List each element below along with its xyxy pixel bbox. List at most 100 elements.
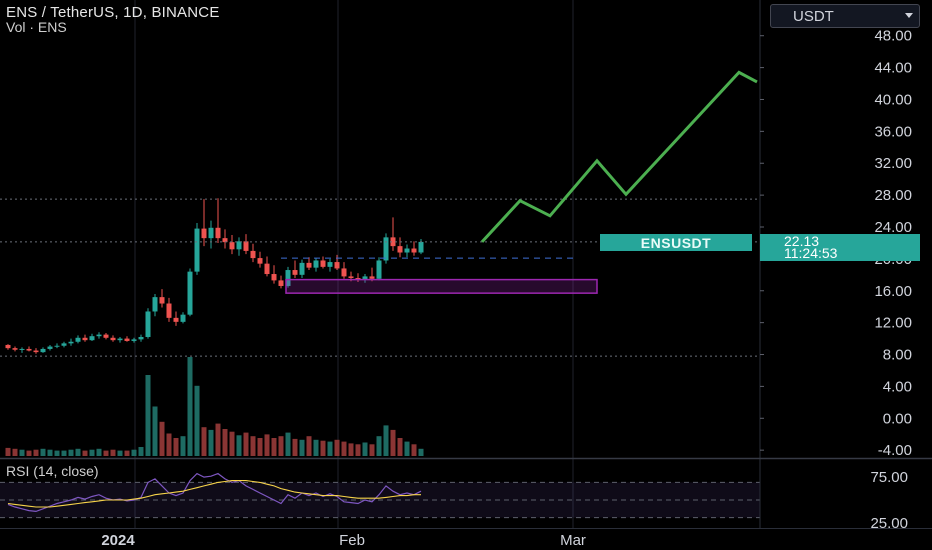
candle-body bbox=[397, 246, 403, 253]
price-tick-label: 36.00 bbox=[874, 123, 912, 140]
candle-body bbox=[299, 262, 305, 275]
time-tick-label: Mar bbox=[560, 532, 586, 549]
candle-body bbox=[159, 297, 165, 304]
candle-body bbox=[201, 228, 207, 239]
time-tick-label: Feb bbox=[339, 532, 365, 549]
candle-body bbox=[82, 337, 88, 341]
time-tick-label: 2024 bbox=[101, 532, 135, 549]
candle-body bbox=[180, 314, 186, 322]
drawings[interactable] bbox=[0, 70, 760, 357]
candle-body bbox=[145, 311, 151, 337]
volume-bar bbox=[201, 427, 207, 456]
chevron-down-icon bbox=[905, 13, 913, 18]
volume-bar bbox=[362, 442, 368, 456]
volume-bar bbox=[390, 429, 396, 456]
volume-bar bbox=[131, 449, 137, 456]
volume-bar bbox=[110, 449, 116, 456]
candle-body bbox=[390, 237, 396, 247]
chart-title: ENS / TetherUS, 1D, BINANCE bbox=[6, 4, 220, 21]
price-tick-label: 40.00 bbox=[874, 91, 912, 108]
volume-bar bbox=[5, 447, 11, 456]
candle-body bbox=[292, 270, 298, 275]
candle-body bbox=[257, 258, 263, 264]
candle-body bbox=[194, 228, 200, 272]
volume-bar bbox=[68, 449, 74, 456]
candle-body bbox=[61, 343, 67, 346]
candle-body bbox=[19, 348, 25, 350]
candle-body bbox=[369, 276, 375, 279]
volume-bar bbox=[313, 439, 319, 456]
candle-body bbox=[124, 338, 130, 341]
candle-body bbox=[47, 346, 53, 349]
volume-bar bbox=[33, 449, 39, 456]
volume-bar bbox=[369, 444, 375, 456]
candle-body bbox=[404, 248, 410, 253]
volume-legend: Vol · ENS bbox=[6, 19, 67, 35]
candle-body bbox=[54, 345, 60, 347]
candle-body bbox=[75, 337, 81, 342]
volume-bar bbox=[236, 435, 242, 456]
volume-bar bbox=[145, 375, 151, 456]
price-tick-label: 32.00 bbox=[874, 155, 912, 172]
volume-bar bbox=[12, 448, 18, 456]
volume-bar bbox=[243, 432, 249, 456]
volume-bar bbox=[208, 429, 214, 456]
candle-body bbox=[383, 237, 389, 261]
volume-bar bbox=[159, 421, 165, 456]
volume-bar bbox=[138, 447, 144, 456]
volume-bar bbox=[47, 449, 53, 456]
price-tick-label: 8.00 bbox=[883, 347, 912, 364]
price-tick-label: 12.00 bbox=[874, 315, 912, 332]
candle-body bbox=[418, 241, 424, 253]
volume-bar bbox=[215, 423, 221, 456]
candle-body bbox=[117, 338, 123, 341]
volume-bar bbox=[19, 449, 25, 456]
volume-bar bbox=[89, 449, 95, 456]
volume-bar bbox=[152, 406, 158, 456]
currency-label: USDT bbox=[793, 7, 834, 25]
rsi-ma-line bbox=[7, 480, 421, 508]
candle-body bbox=[362, 276, 368, 280]
volume-bar bbox=[96, 448, 102, 456]
volume-bar bbox=[285, 432, 291, 456]
volume-bar bbox=[397, 438, 403, 456]
volume-bar bbox=[383, 425, 389, 456]
candle-body bbox=[376, 260, 382, 279]
candle-body bbox=[110, 337, 116, 341]
volume-bar bbox=[292, 438, 298, 456]
volume-bar bbox=[61, 450, 67, 456]
candle-body bbox=[243, 241, 249, 251]
volume-bar bbox=[306, 436, 312, 456]
candle-body bbox=[355, 278, 361, 280]
volume-bar bbox=[229, 431, 235, 456]
currency-selector-button[interactable]: USDT bbox=[770, 4, 920, 28]
candle-body bbox=[278, 280, 284, 286]
price-tick-label: 0.00 bbox=[883, 410, 912, 427]
candle-body bbox=[103, 334, 109, 338]
last-price: 22.13 bbox=[784, 233, 820, 249]
candle-body bbox=[264, 263, 270, 275]
candle-body bbox=[173, 317, 179, 322]
price-tick-label: 4.00 bbox=[883, 378, 912, 395]
price-tick-label: -4.00 bbox=[878, 442, 912, 459]
volume-bar bbox=[187, 357, 193, 456]
volume-bar bbox=[194, 385, 200, 456]
volume-bar bbox=[173, 438, 179, 456]
candle-body bbox=[187, 271, 193, 315]
candle-body bbox=[411, 248, 417, 253]
volume-bar bbox=[278, 436, 284, 456]
volume-bar bbox=[26, 450, 32, 456]
price-tick-label: 28.00 bbox=[874, 187, 912, 204]
price-tick-label: 24.00 bbox=[874, 219, 912, 236]
candlesticks bbox=[5, 198, 424, 354]
candle-body bbox=[348, 276, 354, 279]
volume-bar bbox=[376, 436, 382, 456]
candle-body bbox=[236, 241, 242, 250]
candle-body bbox=[320, 260, 326, 267]
candle-body bbox=[5, 344, 11, 349]
candle-body bbox=[215, 227, 221, 239]
candle-body bbox=[306, 262, 312, 268]
volume-bar bbox=[166, 433, 172, 456]
